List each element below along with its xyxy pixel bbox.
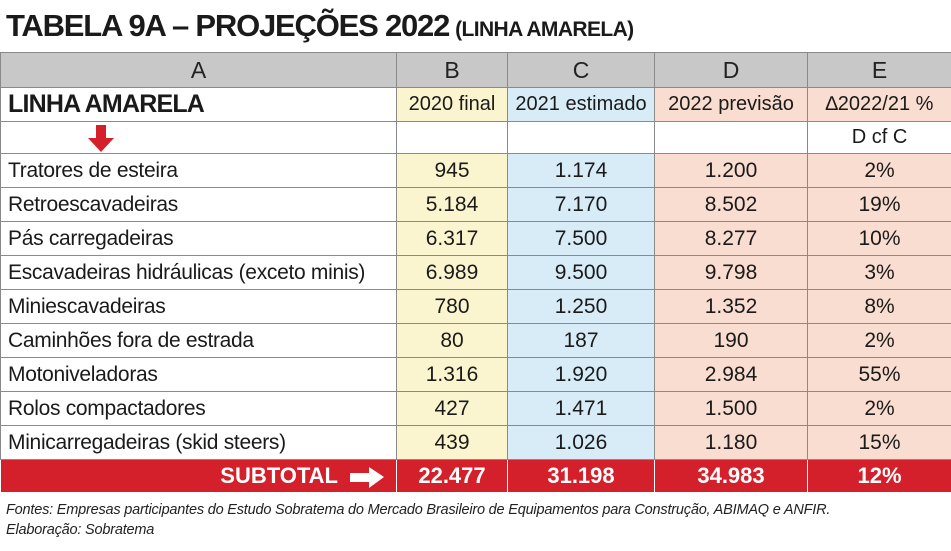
footer-sources: Fontes: Empresas participantes do Estudo… — [6, 502, 831, 518]
value-2022: 1.200 — [654, 153, 808, 188]
column-letter-d: D — [654, 52, 808, 88]
value-2021: 1.174 — [507, 153, 655, 188]
table-row: Miniescavadeiras 780 1.250 1.352 8% — [0, 289, 951, 324]
row-label: Tratores de esteira — [0, 153, 397, 188]
value-2022: 190 — [654, 323, 808, 358]
column-letter-b: B — [396, 52, 508, 88]
value-delta: 55% — [807, 357, 951, 392]
value-2021: 1.471 — [507, 391, 655, 426]
value-2021: 9.500 — [507, 255, 655, 290]
value-delta: 8% — [807, 289, 951, 324]
row-label: Caminhões fora de estrada — [0, 323, 397, 358]
value-2020: 780 — [396, 289, 508, 324]
table-row: Caminhões fora de estrada 80 187 190 2% — [0, 323, 951, 358]
subtotal-2021: 31.198 — [507, 459, 655, 493]
value-2021: 1.920 — [507, 357, 655, 392]
value-delta: 2% — [807, 391, 951, 426]
delta-note: D cf C — [807, 121, 951, 154]
subtotal-label-cell: SUBTOTAL — [0, 459, 397, 493]
note-row: D cf C — [0, 121, 951, 154]
row-label: Motoniveladoras — [0, 357, 397, 392]
value-2021: 1.250 — [507, 289, 655, 324]
value-2021: 7.170 — [507, 187, 655, 222]
value-delta: 2% — [807, 153, 951, 188]
table-row: Minicarregadeiras (skid steers) 439 1.02… — [0, 425, 951, 460]
value-2022: 8.502 — [654, 187, 808, 222]
value-2022: 1.500 — [654, 391, 808, 426]
value-2022: 1.352 — [654, 289, 808, 324]
value-2020: 439 — [396, 425, 508, 460]
value-2021: 1.026 — [507, 425, 655, 460]
value-delta: 2% — [807, 323, 951, 358]
column-letter-c: C — [507, 52, 655, 88]
table-row: Pás carregadeiras 6.317 7.500 8.277 10% — [0, 221, 951, 256]
value-2020: 945 — [396, 153, 508, 188]
value-delta: 15% — [807, 425, 951, 460]
value-2022: 8.277 — [654, 221, 808, 256]
value-2021: 187 — [507, 323, 655, 358]
subtotal-2020: 22.477 — [396, 459, 508, 493]
column-letter-e: E — [807, 52, 951, 88]
value-2022: 1.180 — [654, 425, 808, 460]
section-label: LINHA AMARELA — [0, 87, 397, 122]
header-2020: 2020 final — [396, 87, 508, 122]
projections-table: A B C D E LINHA AMARELA 2020 final 2021 … — [0, 52, 951, 493]
value-delta: 10% — [807, 221, 951, 256]
value-2020: 1.316 — [396, 357, 508, 392]
header-2022: 2022 previsão — [654, 87, 808, 122]
subtotal-2022: 34.983 — [654, 459, 808, 493]
row-label: Escavadeiras hidráulicas (exceto minis) — [0, 255, 397, 290]
row-label: Rolos compactadores — [0, 391, 397, 426]
title-main: TABELA 9A – PROJEÇÕES 2022 — [6, 8, 450, 43]
note-empty-b — [396, 121, 508, 154]
row-label: Pás carregadeiras — [0, 221, 397, 256]
value-2022: 9.798 — [654, 255, 808, 290]
page-title: TABELA 9A – PROJEÇÕES 2022 (LINHA AMARELA… — [6, 8, 634, 48]
note-empty-a — [0, 121, 397, 154]
note-empty-d — [654, 121, 808, 154]
row-label: Miniescavadeiras — [0, 289, 397, 324]
header-delta: ∆2022/21 % — [807, 87, 951, 122]
note-empty-c — [507, 121, 655, 154]
table-row: Escavadeiras hidráulicas (exceto minis) … — [0, 255, 951, 290]
table-row: Motoniveladoras 1.316 1.920 2.984 55% — [0, 357, 951, 392]
header-row: LINHA AMARELA 2020 final 2021 estimado 2… — [0, 87, 951, 122]
table-row: Rolos compactadores 427 1.471 1.500 2% — [0, 391, 951, 426]
footer: Fontes: Empresas participantes do Estudo… — [6, 500, 830, 540]
value-2020: 6.989 — [396, 255, 508, 290]
value-2020: 427 — [396, 391, 508, 426]
column-letter-a: A — [0, 52, 397, 88]
value-2020: 6.317 — [396, 221, 508, 256]
value-2020: 5.184 — [396, 187, 508, 222]
value-delta: 19% — [807, 187, 951, 222]
table-row: Retroescavadeiras 5.184 7.170 8.502 19% — [0, 187, 951, 222]
value-2022: 2.984 — [654, 357, 808, 392]
arrow-right-icon — [350, 467, 384, 489]
row-label: Retroescavadeiras — [0, 187, 397, 222]
title-sub: (LINHA AMARELA) — [455, 18, 634, 41]
table-row: Tratores de esteira 945 1.174 1.200 2% — [0, 153, 951, 188]
row-label: Minicarregadeiras (skid steers) — [0, 425, 397, 460]
header-2021: 2021 estimado — [507, 87, 655, 122]
value-2021: 7.500 — [507, 221, 655, 256]
subtotal-row: SUBTOTAL 22.477 31.198 34.983 12% — [0, 459, 951, 493]
subtotal-label: SUBTOTAL — [220, 463, 338, 488]
column-letters-row: A B C D E — [0, 52, 951, 88]
value-delta: 3% — [807, 255, 951, 290]
value-2020: 80 — [396, 323, 508, 358]
subtotal-delta: 12% — [807, 459, 951, 493]
arrow-down-icon — [88, 125, 114, 153]
footer-elaboration: Elaboração: Sobratema — [6, 522, 155, 538]
